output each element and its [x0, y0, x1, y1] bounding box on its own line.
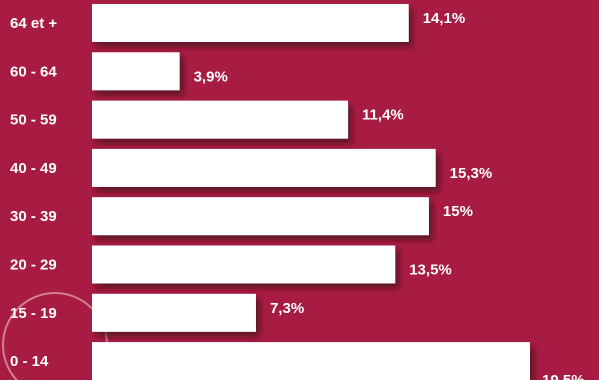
- bar-5: [92, 245, 396, 284]
- value-label-7: 19,5%: [542, 372, 585, 380]
- category-label-2: 50 - 59: [10, 112, 57, 129]
- category-label-7: 0 - 14: [10, 353, 49, 370]
- bar-7: [92, 342, 530, 380]
- bar-1: [92, 52, 180, 91]
- value-label-5: 13,5%: [409, 262, 452, 279]
- value-label-4: 15%: [443, 203, 473, 220]
- category-label-3: 40 - 49: [10, 160, 57, 177]
- value-label-2: 11,4%: [362, 107, 404, 124]
- value-label-3: 15,3%: [450, 165, 493, 182]
- category-label-6: 15 - 19: [10, 305, 57, 322]
- bar-2: [92, 100, 349, 139]
- category-label-1: 60 - 64: [10, 63, 57, 80]
- category-label-5: 20 - 29: [10, 257, 57, 274]
- category-label-0: 64 et +: [10, 15, 57, 32]
- bar-3: [92, 148, 436, 187]
- category-label-4: 30 - 39: [10, 208, 57, 225]
- bar-4: [92, 197, 429, 236]
- value-label-0: 14,1%: [423, 10, 466, 27]
- value-label-1: 3,9%: [194, 68, 228, 85]
- value-label-6: 7,3%: [270, 300, 304, 317]
- bar-0: [92, 4, 409, 42]
- bar-6: [92, 293, 256, 332]
